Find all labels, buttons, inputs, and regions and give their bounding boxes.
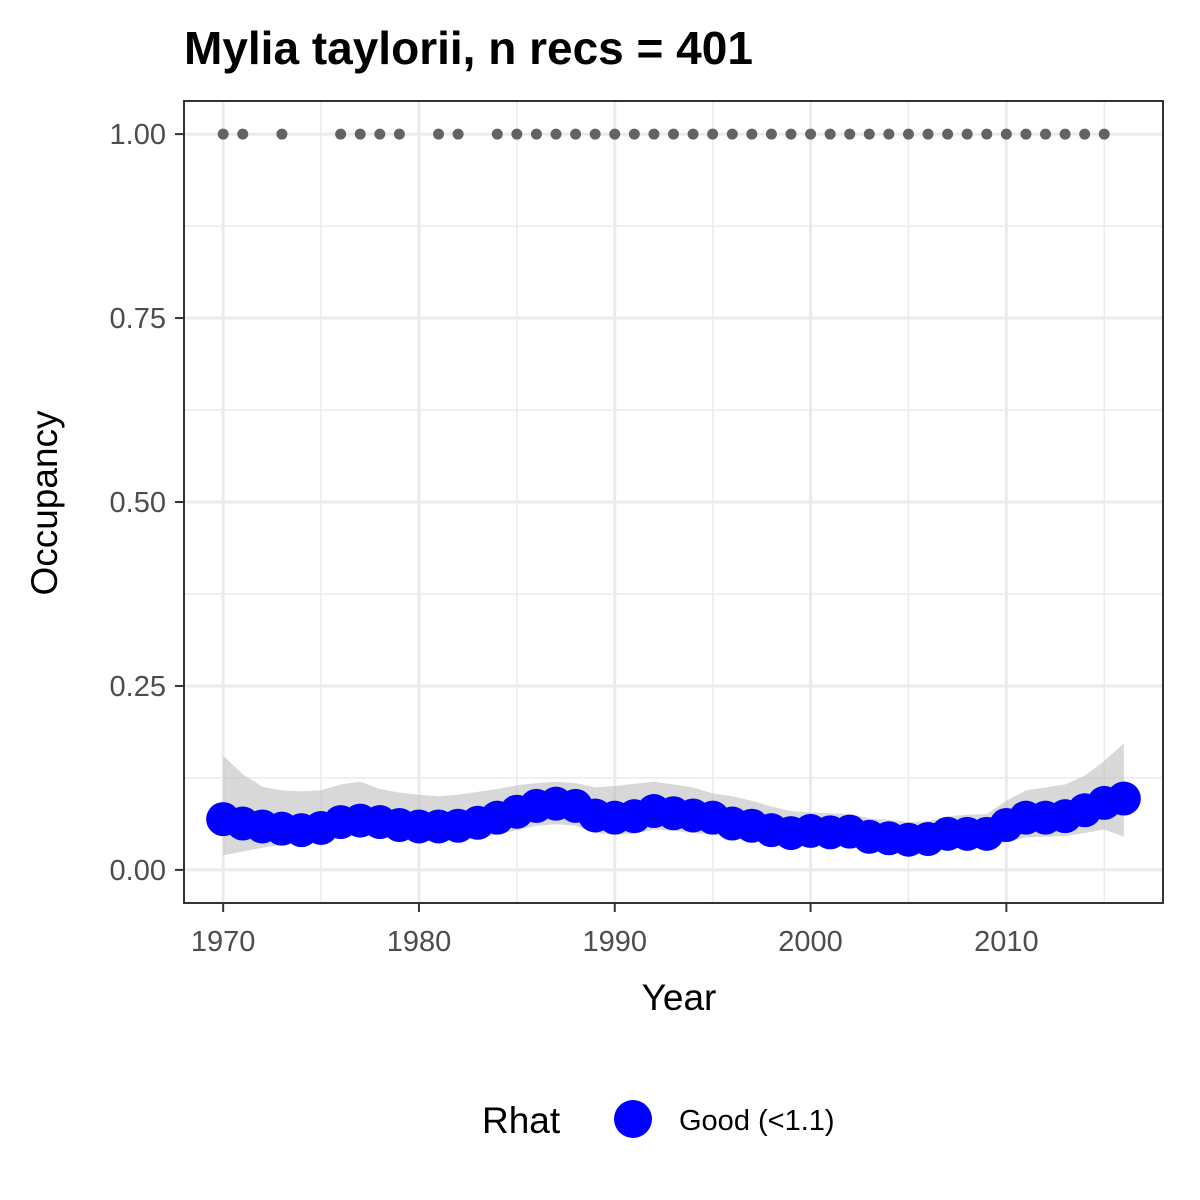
record-point: [765, 128, 777, 140]
record-point: [276, 128, 288, 140]
record-point: [452, 128, 464, 140]
record-point: [902, 128, 914, 140]
record-point: [883, 128, 895, 140]
record-point: [785, 128, 797, 140]
record-point: [1000, 128, 1012, 140]
x-tick-label: 2010: [974, 926, 1039, 958]
record-point: [589, 128, 601, 140]
record-point: [961, 128, 973, 140]
record-point: [570, 128, 582, 140]
record-point: [609, 128, 621, 140]
record-point: [433, 128, 445, 140]
record-point: [922, 128, 934, 140]
record-point: [393, 128, 405, 140]
record-point: [530, 128, 542, 140]
y-tick-label: 0.75: [110, 303, 166, 335]
record-point: [863, 128, 875, 140]
x-tick-label: 1970: [191, 926, 256, 958]
record-point: [981, 128, 993, 140]
record-point: [1020, 128, 1032, 140]
record-point: [237, 128, 249, 140]
legend-title: Rhat: [482, 1100, 561, 1141]
record-point: [491, 128, 503, 140]
record-point: [805, 128, 817, 140]
record-point: [844, 128, 856, 140]
x-tick-label: 2000: [778, 926, 843, 958]
record-point: [1079, 128, 1091, 140]
record-point: [1059, 128, 1071, 140]
record-point: [354, 128, 366, 140]
estimate-point: [1106, 781, 1141, 816]
x-tick-label: 1990: [583, 926, 648, 958]
record-point: [707, 128, 719, 140]
record-point: [942, 128, 954, 140]
record-point: [1040, 128, 1052, 140]
x-axis-label: Year: [642, 977, 717, 1018]
legend-label-good: Good (<1.1): [679, 1105, 835, 1137]
record-point: [335, 128, 347, 140]
record-points: [217, 128, 1110, 140]
occupancy-estimates: [206, 781, 1141, 857]
record-point: [511, 128, 523, 140]
x-tick-label: 1980: [387, 926, 452, 958]
record-point: [374, 128, 386, 140]
legend-key-good: [614, 1100, 652, 1138]
x-axis: 1970 1980 1990 2000 2010: [191, 903, 1039, 958]
y-tick-label: 0.25: [110, 671, 166, 703]
record-point: [550, 128, 562, 140]
gridlines: [184, 101, 1163, 903]
record-point: [824, 128, 836, 140]
record-point: [1098, 128, 1110, 140]
record-point: [746, 128, 758, 140]
record-point: [648, 128, 660, 140]
y-tick-label: 0.00: [110, 855, 166, 887]
legend: Rhat Good (<1.1): [482, 1100, 835, 1141]
record-point: [217, 128, 229, 140]
y-axis-label: Occupancy: [24, 410, 65, 596]
y-tick-label: 1.00: [110, 119, 166, 151]
record-point: [628, 128, 640, 140]
y-axis: 0.00 0.25 0.50 0.75 1.00: [110, 119, 184, 887]
record-point: [726, 128, 738, 140]
chart-title: Mylia taylorii, n recs = 401: [184, 22, 753, 74]
record-point: [668, 128, 679, 140]
y-tick-label: 0.50: [110, 487, 166, 519]
record-point: [687, 128, 699, 140]
